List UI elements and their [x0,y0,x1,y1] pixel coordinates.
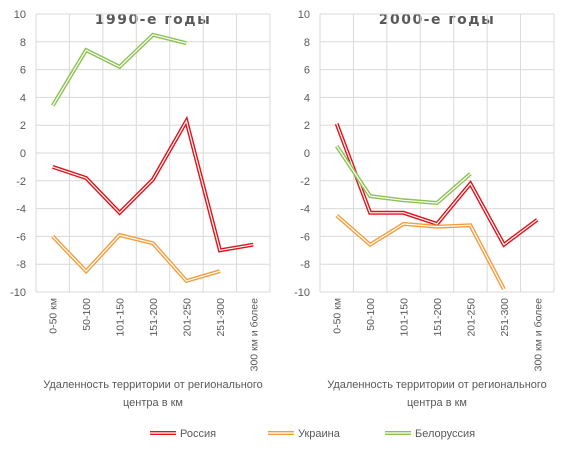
y-tick-label: 8 [20,37,26,49]
x-tick-label: 101-150 [399,298,411,337]
chart-panel-2000s: 2000-е годы 10 8 6 4 2 0 -2 -4 -6 -8 -10 0-50 км 50-1… [294,9,555,409]
chart-title: 1990-е годы [95,12,212,28]
legend-label: Россия [180,428,216,440]
x-tick-label: 201-250 [465,298,477,337]
x-tick-label: 300 км и более [532,298,544,372]
x-tick-label: 251-300 [499,298,511,337]
y-tick-label: -8 [300,259,310,271]
series-line-inner [52,234,221,282]
x-tick-label: 151-200 [148,298,160,337]
legend: Россия Украина Белоруссия [150,428,475,440]
x-axis-label: центра в км [123,397,183,409]
y-tick-label: -10 [294,287,310,299]
y-tick-label: -8 [16,259,26,271]
x-tick-label: 151-200 [432,298,444,337]
x-axis-label: Удаленность территории от регионального [327,379,547,391]
y-tick-label: -6 [300,231,310,243]
y-tick-label: 6 [304,65,310,77]
legend-item: Белоруссия [385,428,475,440]
y-tick-label: 2 [20,120,26,132]
x-axis-label: Удаленность территории от регионального [43,379,263,391]
chart-title: 2000-е годы [379,12,496,28]
y-tick-label: 2 [304,120,310,132]
series-line-Белоруссия [335,144,472,206]
y-tick-label: 8 [304,37,310,49]
series-line [335,144,472,206]
y-tick-label: 10 [14,9,26,21]
x-axis-label: центра в км [407,397,467,409]
legend-label: Белоруссия [415,428,475,440]
chart-panel-1990s: 1990-е годы 10 8 6 4 2 0 -2 -4 -6 -8 -10 0-50 км 50-1… [10,9,271,409]
legend-label: Украина [298,428,341,440]
x-tick-label: 0-50 км [48,298,60,334]
series-line-Россия [52,115,254,253]
x-tick-label: 101-150 [115,298,127,337]
x-tick-label: 0-50 км [332,298,344,334]
x-tick-label: 50-100 [365,298,377,331]
series-line-Россия [334,123,539,248]
series-line-inner [336,215,505,290]
series-line-Украина [51,232,221,284]
y-tick-label: -6 [16,231,26,243]
series-line-Украина [335,213,506,291]
y-tick-label: 4 [304,92,310,104]
y-tick-label: 10 [298,9,310,21]
series-line-Белоруссия [50,32,187,107]
legend-item: Украина [268,428,341,440]
y-tick-label: -2 [16,176,26,188]
y-tick-label: -2 [300,176,310,188]
legend-item: Россия [150,428,216,440]
series-line-inner [52,119,254,251]
x-tick-label: 251-300 [215,298,227,337]
x-tick-label: 50-100 [81,298,93,331]
y-tick-label: -4 [16,204,26,216]
series-line [52,115,254,253]
y-tick-label: -4 [300,204,310,216]
x-tick-label: 201-250 [181,298,193,337]
y-tick-label: 4 [20,92,26,104]
x-tick-label: 300 км и более [248,298,260,372]
y-tick-label: 0 [304,148,310,160]
y-tick-label: 6 [20,65,26,77]
series-line [50,32,187,107]
y-tick-label: 0 [20,148,26,160]
y-tick-label: -10 [10,287,26,299]
